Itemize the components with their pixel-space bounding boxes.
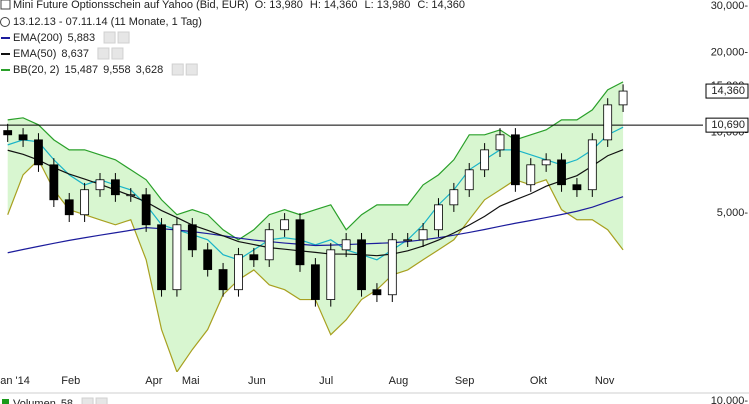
candle-body (126, 194, 136, 197)
settings-icon[interactable] (171, 63, 184, 76)
plot-area (0, 81, 703, 372)
volume-label: Volumen (13, 398, 56, 404)
band-fill (7, 81, 624, 372)
x-tick-label: Aug (389, 375, 409, 387)
quote-name: H: (310, 0, 321, 11)
legend-value: 3,628 (136, 64, 164, 76)
settings-icon[interactable] (103, 31, 116, 44)
settings-icon[interactable] (81, 397, 94, 404)
clock-icon (0, 17, 10, 27)
legend-area: Mini Future Optionsschein auf Yahoo (Bid… (0, 0, 465, 404)
chart-title: Mini Future Optionsschein auf Yahoo (Bid… (13, 0, 249, 11)
settings-icon[interactable] (97, 47, 110, 60)
x-tick-label: Mai (182, 375, 200, 387)
y-tick-label: 5,000- (717, 207, 749, 219)
band-upper (7, 81, 624, 241)
candle-body (449, 189, 459, 206)
candle-body (618, 90, 628, 106)
x-tick-label: Apr (145, 375, 162, 387)
last-price-label-box (705, 83, 749, 99)
chart-subtitle: 13.12.13 - 07.11.14 (11 Monate, 1 Tag) (13, 16, 202, 28)
candle-body (541, 159, 551, 166)
candle-body (280, 219, 290, 231)
candle-body (480, 149, 490, 171)
candle-body (526, 164, 536, 186)
quote-name: L: (365, 0, 374, 11)
close-icon[interactable] (95, 397, 108, 404)
y-tick-label: 30,000- (711, 0, 749, 12)
candle-body (572, 184, 582, 191)
x-tick-label: Jul (319, 375, 333, 387)
candle-body (249, 254, 259, 261)
candle-body (110, 179, 120, 196)
candle-body (218, 269, 228, 291)
quote-name: C: (417, 0, 428, 11)
close-icon[interactable] (111, 47, 124, 60)
candle-body (3, 130, 13, 136)
ema-line (7, 196, 624, 254)
candle-body (172, 224, 182, 291)
candle-body (203, 249, 213, 270)
legend-value: 8,637 (61, 48, 89, 60)
candle-body (510, 134, 520, 186)
candle-body (234, 254, 243, 291)
quote-value: 14,360 (324, 0, 358, 11)
candle-body (464, 169, 474, 191)
candle-body (557, 159, 566, 186)
x-tick-label: Jun (248, 375, 266, 387)
candle-body (49, 164, 59, 201)
candle-body (357, 239, 366, 291)
x-tick-label: Sep (455, 375, 475, 387)
legend-value: 15,487 (64, 64, 98, 76)
candle-body (95, 179, 105, 191)
candle-body (64, 199, 74, 216)
x-tick-label: Feb (61, 375, 80, 387)
band-middle (7, 126, 624, 261)
legend-label: BB(20, 2) (13, 64, 59, 76)
chart-icon (0, 0, 11, 10)
close-icon[interactable] (117, 31, 130, 44)
candle-body (310, 264, 320, 300)
ema-line (7, 149, 624, 257)
volume-swatch (2, 399, 9, 404)
candle-body (80, 189, 90, 216)
x-tick-label: Okt (530, 375, 547, 387)
candle-body (295, 219, 305, 266)
candle-body (157, 224, 166, 291)
legend-label: EMA(200) (13, 32, 63, 44)
x-tick-label: Nov (595, 375, 615, 387)
close-icon[interactable] (185, 63, 198, 76)
x-tick-label: Jan '14 (0, 375, 30, 387)
level-label-box (705, 117, 749, 133)
candle-body (141, 194, 151, 226)
candle-body (387, 239, 397, 296)
candle-body (18, 134, 28, 141)
quote-value: 13,980 (377, 0, 411, 11)
legend-label: EMA(50) (13, 48, 56, 60)
quote-name: O: (255, 0, 267, 11)
legend-value: 5,883 (68, 32, 96, 44)
candle-body (187, 224, 197, 251)
candle-body (372, 289, 382, 296)
legend-value: 9,558 (103, 64, 131, 76)
level-label: 10,690 (711, 119, 745, 131)
candle-body (603, 104, 613, 141)
candle-body (34, 139, 43, 166)
volume-tick-label: 10.000- (711, 395, 749, 404)
candle-body (495, 134, 505, 151)
quote-value: 13,980 (269, 0, 303, 11)
candle-body (418, 229, 428, 241)
candle-body (341, 239, 351, 251)
y-tick-label: 20,000- (711, 47, 749, 59)
volume-value: 58 (61, 398, 73, 404)
last-price-label: 14,360 (711, 85, 745, 97)
candle-body (264, 229, 274, 261)
candle-body (326, 249, 336, 300)
candle-body (434, 204, 443, 231)
candle-body (403, 239, 413, 242)
candle-body (587, 139, 597, 191)
quote-value: 14,360 (431, 0, 465, 11)
